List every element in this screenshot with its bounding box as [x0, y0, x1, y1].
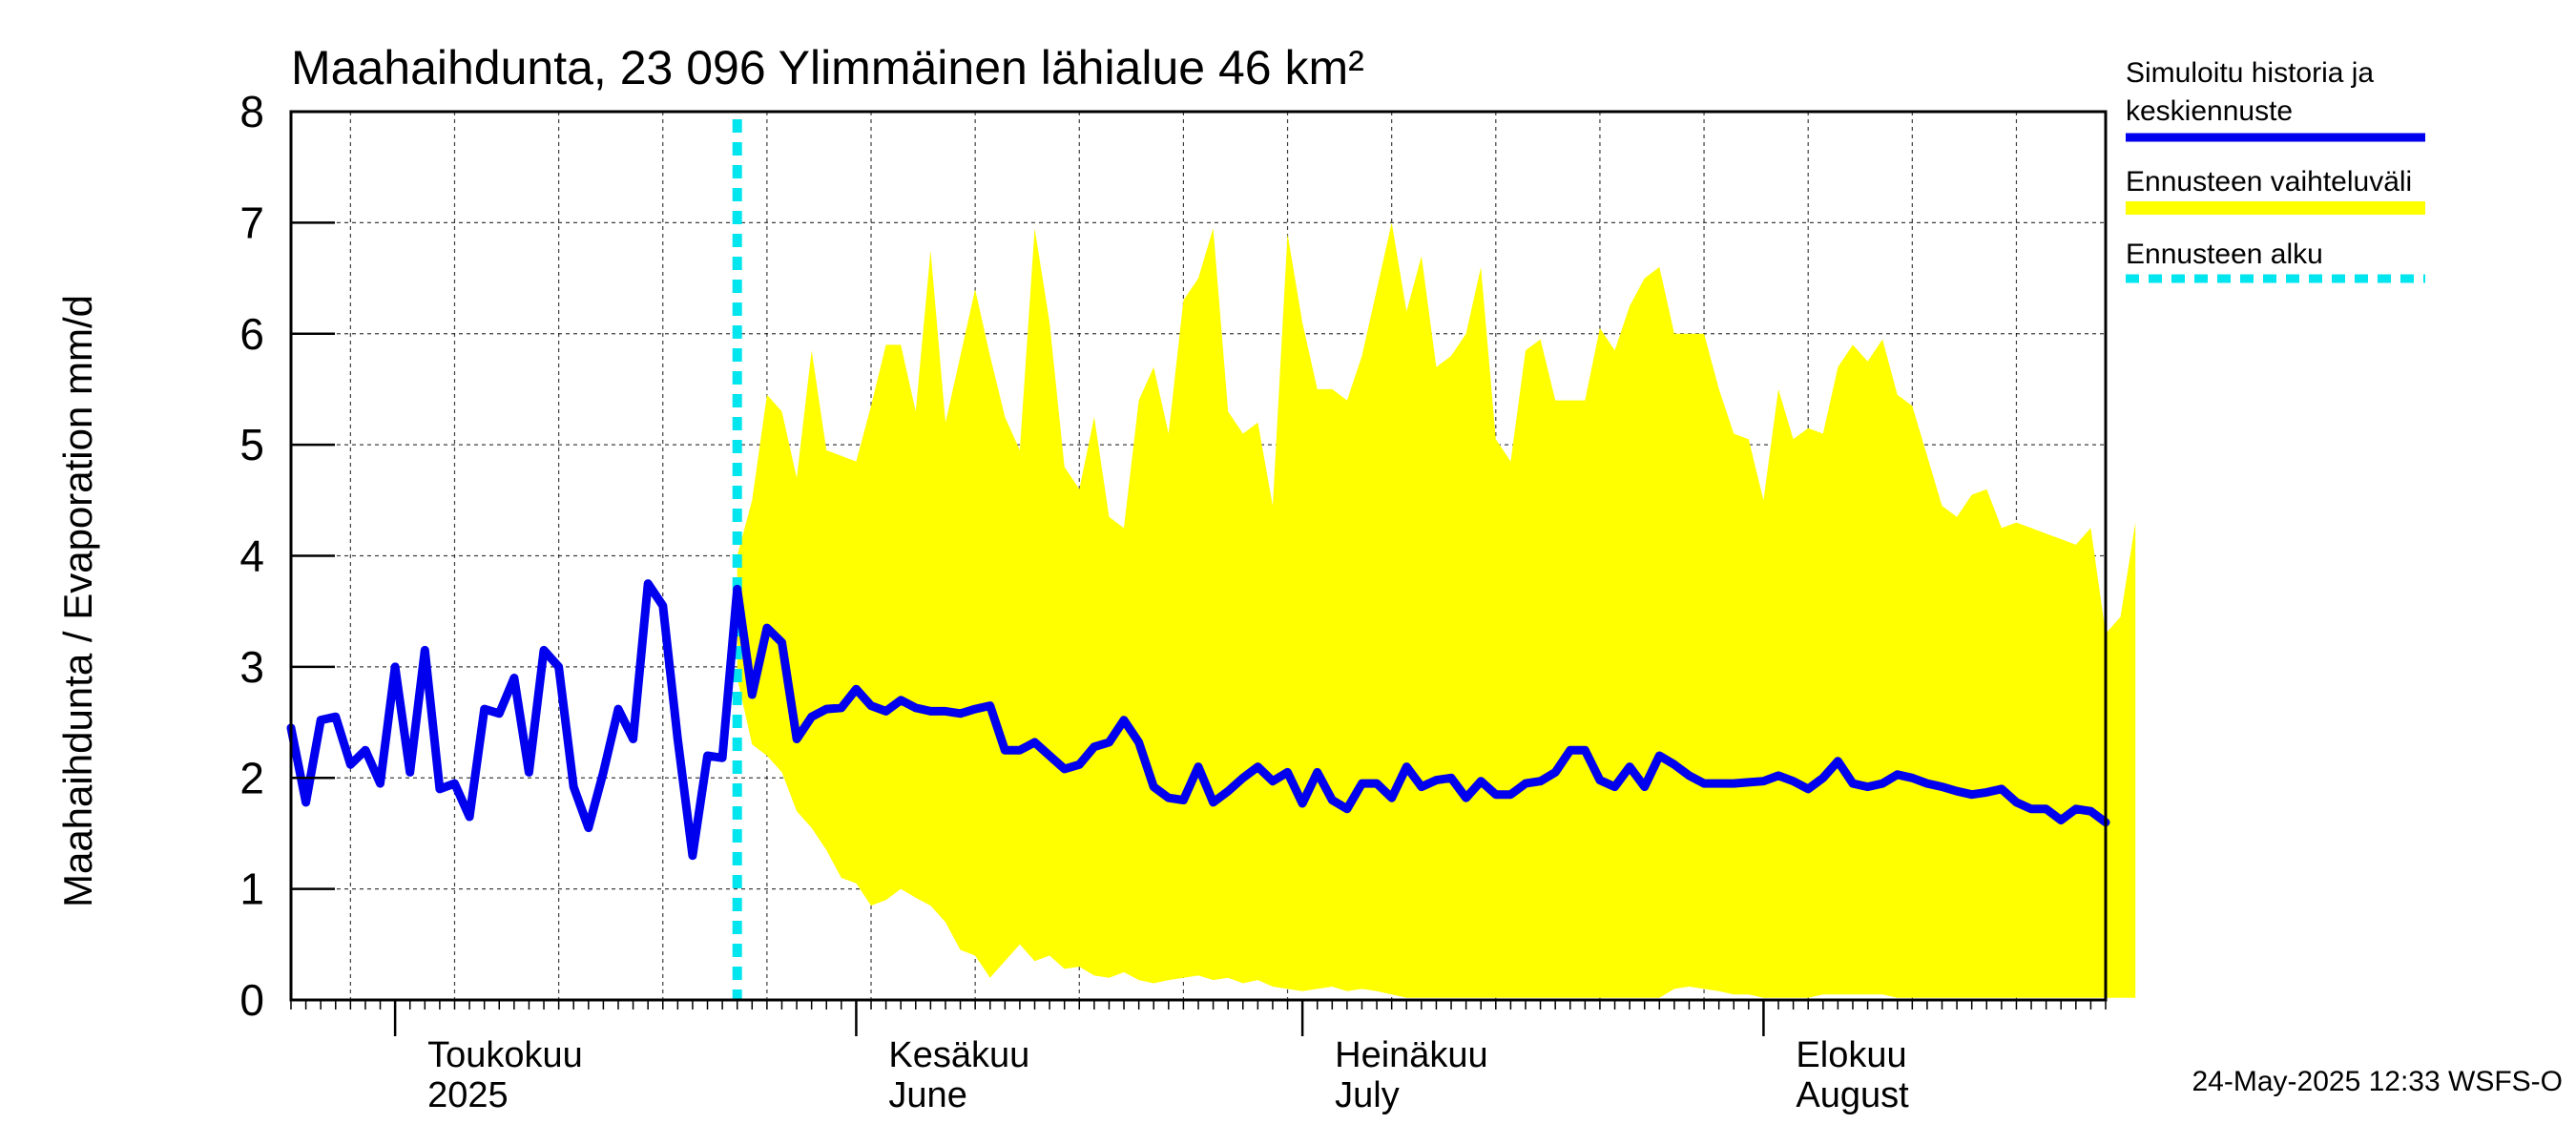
x-tick-label-secondary: June [888, 1075, 966, 1115]
y-tick-label: 0 [239, 975, 264, 1025]
chart-title: Maahaihdunta, 23 096 Ylimmäinen lähialue… [291, 41, 1364, 94]
plot-frame [289, 110, 2108, 1002]
y-tick-label: 5 [239, 420, 264, 469]
legend: Simuloitu historia ja keskiennuste Ennus… [2126, 57, 2425, 283]
forecast-range-band [737, 222, 2136, 998]
x-tick-label-secondary: July [1335, 1075, 1400, 1115]
axes [289, 110, 2108, 1036]
x-tick-label-month: Toukokuu [427, 1035, 583, 1075]
y-tick-label: 1 [239, 864, 264, 914]
x-tick-label-month: Heinäkuu [1335, 1035, 1488, 1075]
x-tick-label-month: Kesäkuu [888, 1035, 1029, 1075]
x-tick-label-secondary: 2025 [427, 1075, 509, 1115]
y-tick-label: 8 [239, 87, 264, 136]
x-tick-label-month: Elokuu [1796, 1035, 1906, 1075]
legend-label-simulated-line2: keskiennuste [2126, 95, 2293, 127]
y-tick-label: 3 [239, 642, 264, 692]
legend-label-simulated-line1: Simuloitu historia ja [2126, 57, 2374, 89]
y-tick-labels: 0 1 2 3 4 5 6 7 8 [239, 87, 264, 1025]
y-tick-label: 7 [239, 198, 264, 247]
legend-label-forecast-start: Ennusteen alku [2126, 239, 2323, 270]
y-axis-label: Maahaihdunta / Evaporation mm/d [55, 295, 100, 907]
x-tick-label-secondary: August [1796, 1075, 1909, 1115]
y-tick-label: 2 [239, 753, 264, 802]
y-tick-label: 4 [239, 531, 264, 581]
y-tick-label: 6 [239, 309, 264, 359]
legend-label-range: Ennusteen vaihteluväli [2126, 166, 2412, 198]
footer-timestamp: 24-May-2025 12:33 WSFS-O [2192, 1066, 2564, 1097]
simulated-history-and-mean-forecast-line [286, 579, 2110, 861]
